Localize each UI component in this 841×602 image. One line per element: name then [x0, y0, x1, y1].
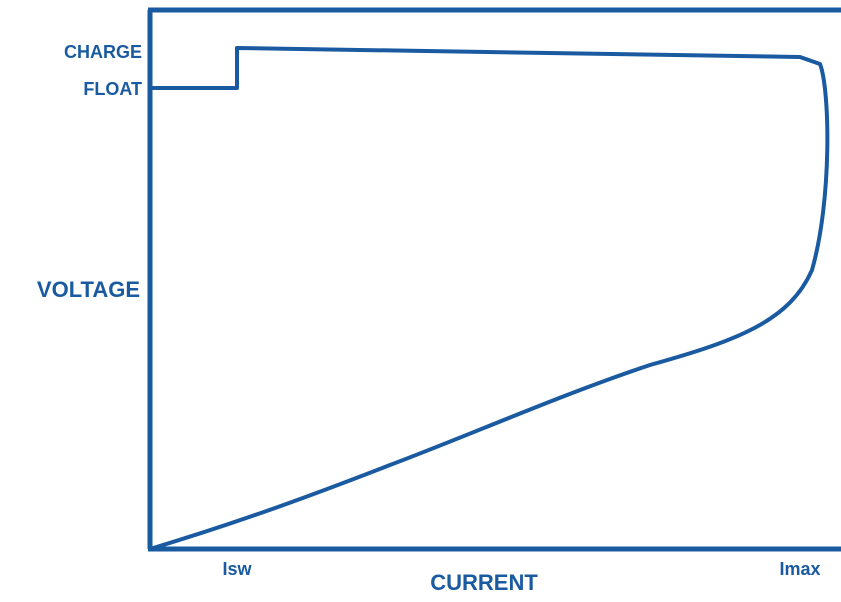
voltage-current-curve	[148, 46, 830, 551]
x-tick-imax: Imax	[779, 559, 820, 579]
y-axis-label: VOLTAGE	[37, 277, 140, 302]
y-tick-charge: CHARGE	[64, 42, 142, 62]
x-tick-isw: Isw	[222, 559, 252, 579]
x-axis-label: CURRENT	[430, 570, 538, 595]
y-tick-float: FLOAT	[83, 79, 142, 99]
